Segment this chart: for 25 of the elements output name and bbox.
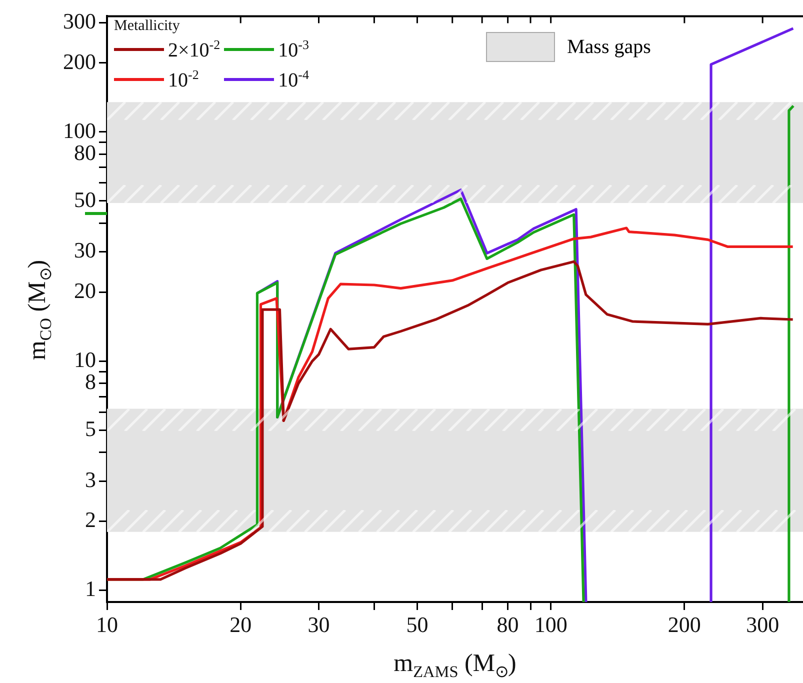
y-tick-label: 300 [63,8,96,34]
x-tick-label: 300 [746,612,780,637]
x-tick-label: 20 [230,612,252,637]
x-tick-label: 80 [496,612,519,637]
y-tick-label: 30 [74,238,96,263]
legend-label: 2×10$^{-2}$ [168,37,220,63]
y-tick-label: 8 [85,369,96,394]
x-tick-label: 200 [668,612,701,637]
y-tick-label: 10 [74,346,96,372]
legend-label: 10$^{-4}$ [278,66,309,92]
y-tick-label: 2 [85,507,96,532]
legend-label: 10$^{-2}$ [168,66,199,92]
x-tick-label: 100 [534,612,568,637]
y-tick-label: 20 [74,278,96,303]
y-tick-label: 200 [63,48,96,74]
legend-label: 10$^{-3}$ [278,37,309,63]
x-axis-title: m$_{ZAMS}$ (M$_{⊙}$) [394,650,516,682]
y-tick-label: 3 [85,466,96,492]
legend-label: Mass gaps [567,36,651,58]
y-tick-label: 50 [74,186,96,212]
x-tick-label: 30 [308,612,330,637]
y-tick-label: 5 [85,416,96,441]
y-tick-label: 1 [85,576,96,602]
legend-title: Metallicity [114,18,181,35]
x-tick-label: 50 [406,612,428,637]
